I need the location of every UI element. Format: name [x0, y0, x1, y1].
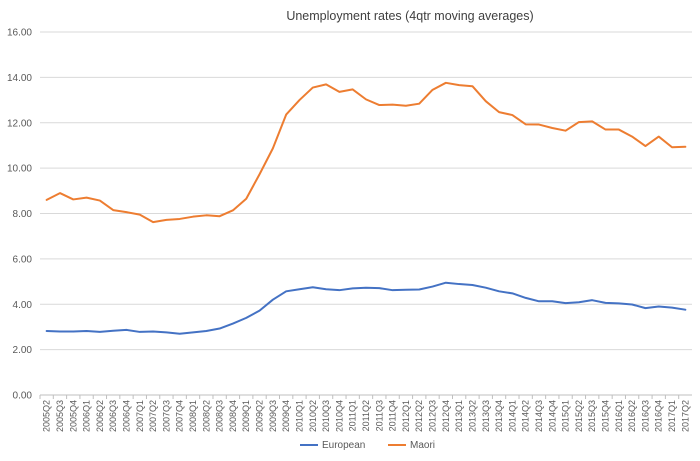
- chart-title: Unemployment rates (4qtr moving averages…: [286, 9, 533, 23]
- x-tick-label: 2010Q1: [294, 400, 304, 432]
- x-tick-label: 2016Q2: [627, 400, 637, 432]
- series-line-european: [45, 281, 687, 335]
- y-tick-label: 6.00: [13, 254, 33, 265]
- x-tick-label: 2008Q2: [201, 400, 211, 432]
- x-tick-label: 2009Q1: [241, 400, 251, 432]
- y-axis-ticks: 0.00 2.00 4.00 6.00 8.00 10.00 12.00 14.00 16.00: [7, 28, 32, 402]
- y-tick-label: 2.00: [13, 345, 33, 356]
- x-tick-label: 2017Q2: [680, 400, 690, 432]
- x-tick-label: 2011Q4: [388, 400, 398, 431]
- x-tick-label: 2007Q4: [175, 400, 185, 432]
- x-tick-label: 2008Q1: [188, 400, 198, 432]
- series-lines: [45, 81, 687, 335]
- x-tick-label: 2013Q4: [494, 400, 504, 432]
- x-tick-label: 2014Q3: [534, 400, 544, 432]
- x-tick-label: 2014Q2: [521, 400, 531, 432]
- gridlines: [40, 31, 692, 396]
- x-axis-ticks: 2005Q2 2005Q3 2005Q4 2006Q1 2006Q2 2006Q3 2006…: [39, 395, 690, 432]
- x-tick-label: 2015Q3: [587, 400, 597, 432]
- x-tick-label: 2008Q3: [215, 400, 225, 432]
- x-tick-label: 2010Q3: [321, 400, 331, 432]
- x-tick-label: 2006Q4: [121, 400, 131, 432]
- x-tick-label: 2014Q4: [547, 400, 557, 432]
- x-tick-label: 2005Q3: [55, 400, 65, 432]
- x-tick-label: 2013Q2: [467, 400, 477, 432]
- x-tick-label: 2007Q2: [148, 400, 158, 432]
- x-tick-label: 2012Q4: [441, 400, 451, 432]
- legend-label: European: [322, 440, 365, 451]
- y-tick-label: 0.00: [13, 391, 33, 402]
- x-tick-label: 2017Q1: [667, 400, 677, 432]
- legend: European Maori: [300, 440, 435, 451]
- x-tick-label: 2009Q4: [281, 400, 291, 432]
- y-tick-label: 10.00: [7, 164, 32, 175]
- x-tick-label: 2009Q3: [268, 400, 278, 432]
- y-tick-label: 16.00: [7, 28, 32, 39]
- x-tick-label: 2010Q4: [334, 400, 344, 432]
- x-tick-label: 2008Q4: [228, 400, 238, 432]
- x-tick-label: 2005Q4: [68, 400, 78, 432]
- x-tick-label: 2011Q3: [374, 400, 384, 431]
- x-tick-label: 2015Q4: [601, 400, 611, 432]
- x-tick-label: 2006Q2: [95, 400, 105, 432]
- x-tick-label: 2011Q2: [361, 400, 371, 431]
- x-tick-label: 2009Q2: [255, 400, 265, 432]
- legend-label: Maori: [410, 440, 435, 451]
- y-tick-label: 4.00: [13, 300, 33, 311]
- x-tick-label: 2012Q3: [428, 400, 438, 432]
- x-tick-label: 2011Q1: [348, 400, 358, 431]
- x-tick-label: 2016Q4: [654, 400, 664, 432]
- x-tick-label: 2012Q2: [414, 400, 424, 432]
- x-tick-label: 2010Q2: [308, 400, 318, 432]
- y-tick-label: 8.00: [13, 209, 33, 220]
- x-tick-label: 2007Q1: [135, 400, 145, 432]
- series-line-maori: [45, 81, 687, 224]
- x-tick-label: 2014Q1: [507, 400, 517, 432]
- x-tick-label: 2006Q1: [82, 400, 92, 432]
- x-tick-label: 2016Q3: [640, 400, 650, 432]
- y-tick-label: 14.00: [7, 73, 32, 84]
- x-tick-label: 2016Q1: [614, 400, 624, 432]
- y-tick-label: 12.00: [7, 118, 32, 129]
- x-tick-label: 2015Q2: [574, 400, 584, 432]
- x-tick-label: 2012Q1: [401, 400, 411, 432]
- x-tick-label: 2013Q1: [454, 400, 464, 432]
- x-tick-label: 2013Q3: [481, 400, 491, 432]
- x-tick-label: 2007Q3: [161, 400, 171, 432]
- x-tick-label: 2005Q2: [42, 400, 52, 432]
- x-tick-label: 2006Q3: [108, 400, 118, 432]
- x-tick-label: 2015Q1: [561, 400, 571, 432]
